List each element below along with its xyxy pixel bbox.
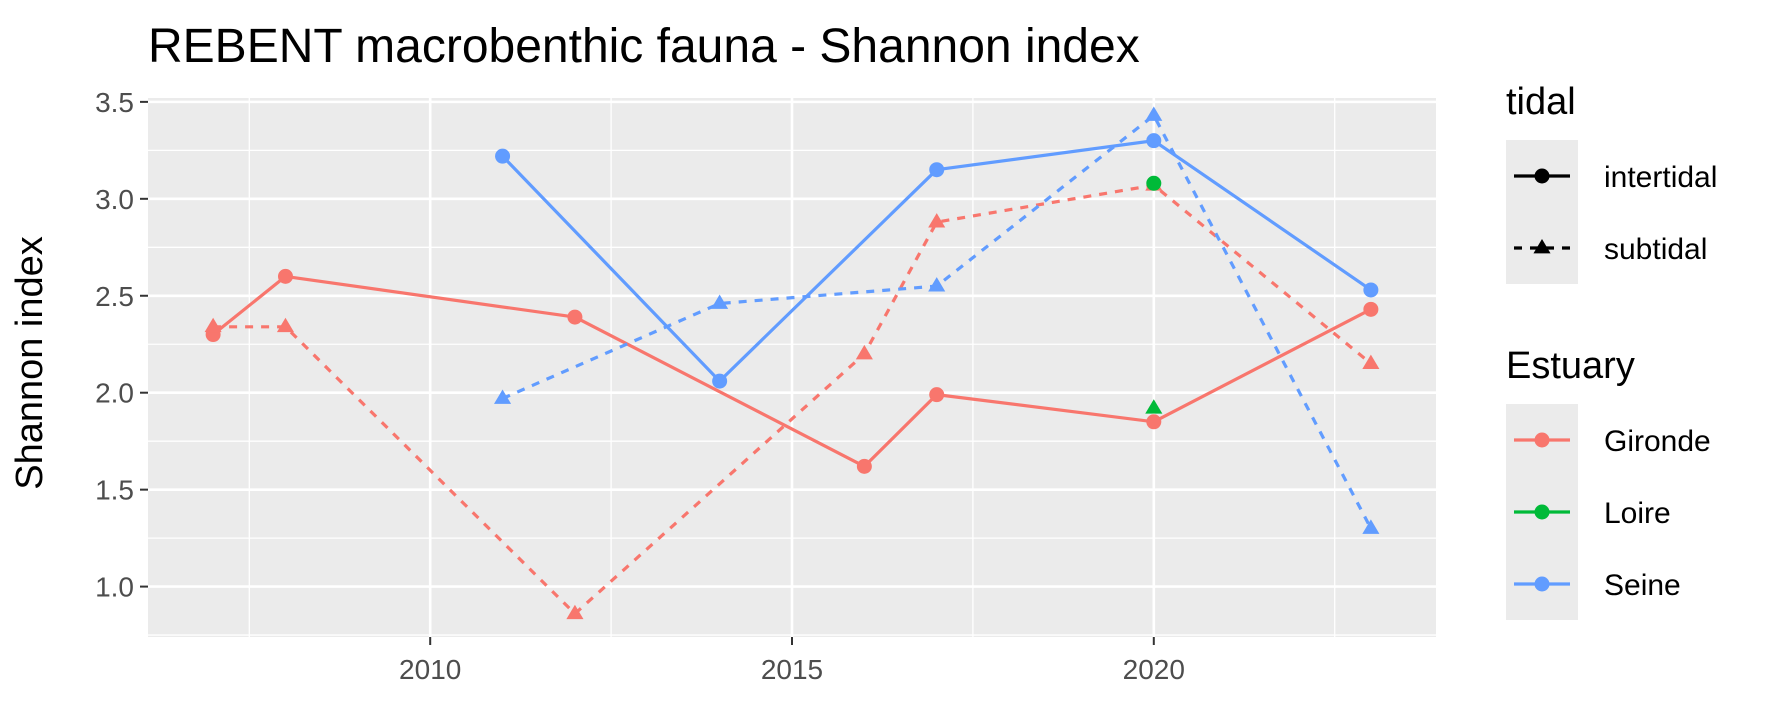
data-point-gironde-intertidal bbox=[277, 268, 293, 284]
legend-key-background bbox=[1506, 140, 1578, 284]
data-point-gironde-intertidal bbox=[567, 309, 583, 325]
legend-label: Seine bbox=[1604, 569, 1681, 602]
x-tick-label: 2015 bbox=[761, 654, 823, 685]
x-tick-label: 2020 bbox=[1123, 654, 1185, 685]
y-tick-label: 1.5 bbox=[95, 475, 134, 506]
data-point-gironde-subtidal bbox=[276, 317, 295, 333]
legend-label: subtidal bbox=[1604, 233, 1707, 266]
legend-key-circle bbox=[1534, 504, 1550, 520]
data-point-gironde-intertidal bbox=[1146, 414, 1162, 430]
data-point-seine-subtidal bbox=[711, 294, 729, 309]
legend-title: Estuary bbox=[1506, 345, 1635, 387]
data-point-gironde-subtidal bbox=[204, 317, 222, 333]
plot-area: 1.0 1.5 2.0 2.5 3.0 3.5 2010 2015 2020 bbox=[95, 87, 1436, 685]
data-point-gironde-intertidal bbox=[929, 387, 945, 403]
data-point-seine-subtidal bbox=[928, 277, 946, 292]
data-point-gironde-subtidal bbox=[566, 604, 584, 620]
data-point-seine-subtidal bbox=[1145, 106, 1163, 121]
data-point-gironde-intertidal bbox=[1363, 301, 1379, 317]
y-axis-title: Shannon index bbox=[9, 236, 51, 490]
legend-key-circle bbox=[1534, 168, 1550, 184]
y-tick-label: 2.5 bbox=[95, 281, 134, 312]
legend: tidal intertidal subtidal Estuary Gironde Loi… bbox=[1506, 81, 1717, 620]
y-tick-label: 3.5 bbox=[95, 87, 134, 118]
data-point-gironde-subtidal bbox=[855, 344, 873, 360]
x-tick-label: 2010 bbox=[399, 654, 461, 685]
data-point-gironde-intertidal bbox=[856, 458, 872, 474]
y-tick-label: 2.0 bbox=[95, 378, 134, 409]
data-point-gironde-subtidal bbox=[928, 213, 946, 228]
legend-key-circle bbox=[1534, 432, 1550, 448]
data-point-seine-intertidal bbox=[1363, 282, 1379, 298]
data-point-seine-intertidal bbox=[929, 162, 945, 178]
chart-title: REBENT macrobenthic fauna - Shannon inde… bbox=[148, 20, 1140, 73]
legend-key-circle bbox=[1534, 576, 1550, 592]
legend-label: Loire bbox=[1604, 497, 1671, 530]
y-tick-label: 3.0 bbox=[95, 184, 134, 215]
legend-label: intertidal bbox=[1604, 161, 1717, 194]
data-point-seine-subtidal bbox=[1362, 519, 1380, 534]
data-point-loire-intertidal bbox=[1146, 175, 1162, 191]
data-point-seine-intertidal bbox=[712, 373, 728, 389]
data-point-gironde-subtidal bbox=[1362, 354, 1380, 370]
data-point-seine-intertidal bbox=[495, 148, 511, 164]
data-point-seine-intertidal bbox=[1146, 133, 1162, 149]
y-tick-label: 1.0 bbox=[95, 572, 134, 603]
legend-title: tidal bbox=[1506, 81, 1576, 123]
legend-key-triangle bbox=[1533, 239, 1551, 254]
data-point-seine-subtidal bbox=[494, 389, 512, 404]
data-point-loire-subtidal bbox=[1145, 399, 1163, 414]
legend-label: Gironde bbox=[1604, 425, 1711, 458]
